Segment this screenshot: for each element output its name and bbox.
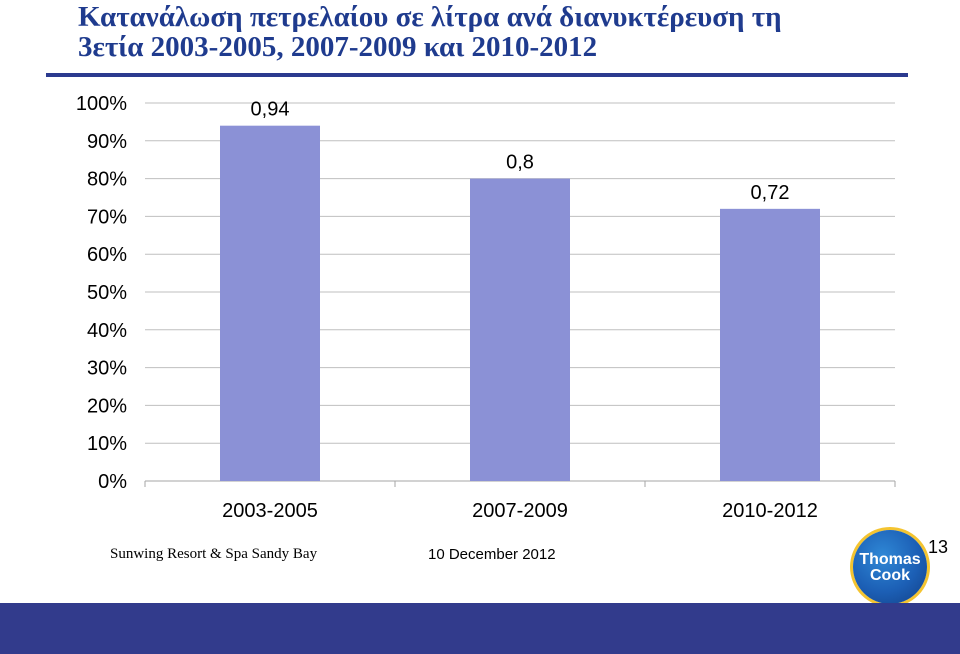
bottom-band [0,603,960,654]
thomas-cook-logo: Thomas Cook [853,530,927,604]
x-category-label: 2007-2009 [472,500,568,522]
bar [720,208,820,481]
bar-chart: 0% 10% 20% 30% 40% 50% 60% 70% 80% 90% 100% 0,94 200… [76,93,896,522]
y-tick-label: 90% [87,131,127,153]
x-category-label: 2003-2005 [222,500,318,522]
bar [470,178,570,481]
data-label: 0,94 [251,99,290,121]
y-tick-label: 0% [98,471,127,493]
data-label: 0,8 [506,152,534,174]
y-tick-label: 40% [87,320,127,342]
y-tick-label: 100% [76,93,127,115]
slide-title-line-2: 3ετία 2003-2005, 2007-2009 και 2010-2012 [78,31,598,63]
logo-text-line-1: Thomas [859,551,921,568]
y-tick-label: 50% [87,282,127,304]
title-divider [46,73,908,77]
y-tick-label: 20% [87,395,127,417]
x-category-label: 2010-2012 [722,500,818,522]
y-tick-label: 70% [87,206,127,228]
y-tick-label: 80% [87,169,127,191]
page-number: 13 [928,537,949,557]
slide-title-line-1: Κατανάλωση πετρελαίου σε λίτρα ανά διανυ… [78,1,782,33]
data-label: 0,72 [751,182,790,204]
footer-date: 10 December 2012 [428,546,556,563]
y-tick-label: 10% [87,433,127,455]
footer-resort-name: Sunwing Resort & Spa Sandy Bay [110,546,318,562]
slide-title: Κατανάλωση πετρελαίου σε λίτρα ανά διανυ… [78,2,948,62]
logo-text-line-2: Cook [870,567,910,584]
y-tick-label: 30% [87,358,127,380]
bar [220,125,320,482]
y-tick-label: 60% [87,244,127,266]
